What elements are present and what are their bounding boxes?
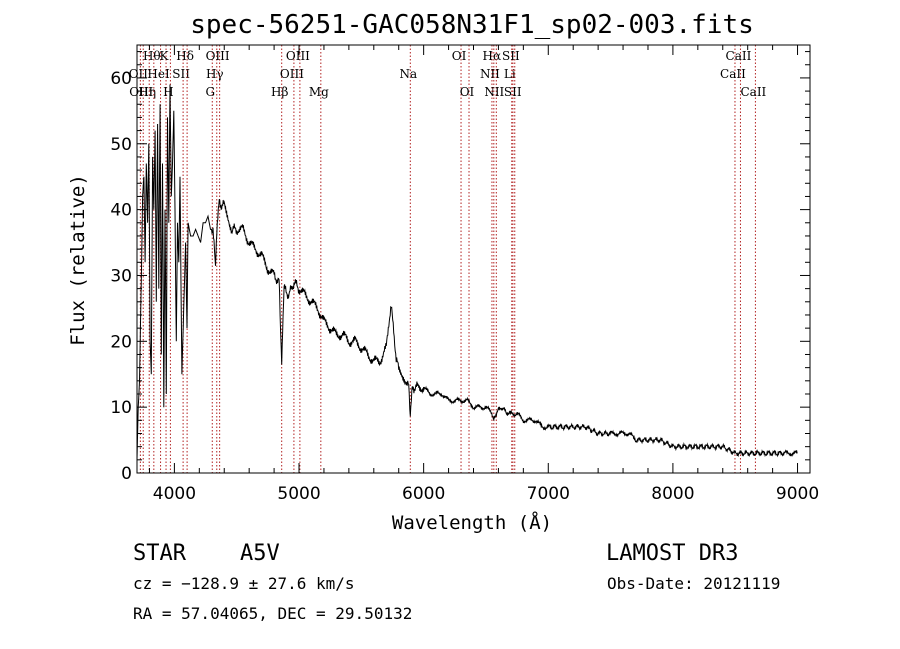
y-tick-label: 30 (110, 266, 132, 286)
line-marker-label: H (163, 85, 173, 99)
flux-series-line (136, 84, 798, 460)
x-tick-label: 7000 (527, 484, 570, 504)
object-class: STAR (133, 541, 187, 566)
line-marker-label: CaII (740, 85, 766, 99)
y-axis-label: Flux (relative) (67, 174, 89, 346)
y-tick-label: 50 (110, 135, 132, 155)
survey-name: LAMOST DR3 (606, 541, 738, 566)
x-tick-label: 9000 (776, 484, 819, 504)
x-tick-label: 4000 (153, 484, 196, 504)
axis-ticks: 4000 5000 6000 7000 8000 9000 0 10 20 30 40 50 60 (110, 45, 819, 504)
line-marker-label: Na (399, 67, 417, 81)
y-tick-label: 0 (121, 464, 132, 484)
plot-frame (136, 44, 811, 474)
line-marker-label: NII (484, 85, 504, 99)
line-marker-label: Hα (483, 49, 502, 63)
x-axis-label: Wavelength (Å) (392, 511, 552, 534)
line-marker-label: Li (504, 67, 516, 81)
y-tick-label: 20 (110, 332, 132, 352)
line-marker-label: SII (504, 85, 522, 99)
y-tick-label: 40 (110, 201, 132, 221)
line-marker-label: OI (460, 85, 475, 99)
line-marker-label: CaII (726, 49, 752, 63)
line-marker-label: CaII (720, 67, 746, 81)
x-tick-label: 6000 (402, 484, 445, 504)
line-marker-label: OIII (129, 85, 153, 99)
x-tick-label: 5000 (277, 484, 320, 504)
line-marker-label: OIII (286, 49, 310, 63)
line-marker-label: OI (452, 49, 467, 63)
y-tick-label: 10 (110, 398, 132, 418)
line-marker-label: Hθ (143, 49, 161, 63)
object-subclass: A5V (240, 541, 280, 566)
x-tick-label: 8000 (651, 484, 694, 504)
line-markers: OIIOIIIHηHθHeIKHSIIHδGHγOIIIHβOIIIOIIIMg… (129, 45, 767, 473)
redshift-cz: cz = −128.9 ± 27.6 km/s (133, 574, 355, 593)
line-marker-label: Hδ (176, 49, 194, 63)
line-marker-label: OIII (280, 67, 304, 81)
line-marker-label: NII (480, 67, 500, 81)
y-tick-label: 60 (110, 69, 132, 89)
line-marker-label: Hγ (206, 67, 224, 81)
line-marker-label: SII (172, 67, 190, 81)
line-marker-label: Hη (138, 85, 156, 99)
chart-title: spec-56251-GAC058N31F1_sp02-003.fits (190, 10, 754, 40)
observation-date: Obs-Date: 20121119 (607, 574, 780, 593)
line-marker-label: HeI (147, 67, 170, 81)
coordinates-ra-dec: RA = 57.04065, DEC = 29.50132 (133, 604, 412, 623)
line-marker-label: OIII (206, 49, 230, 63)
line-marker-label: SII (502, 49, 520, 63)
line-marker-label: K (160, 49, 170, 63)
line-marker-label: Hβ (271, 85, 288, 99)
line-marker-label: Mg (309, 85, 329, 99)
line-marker-label: G (205, 85, 215, 99)
